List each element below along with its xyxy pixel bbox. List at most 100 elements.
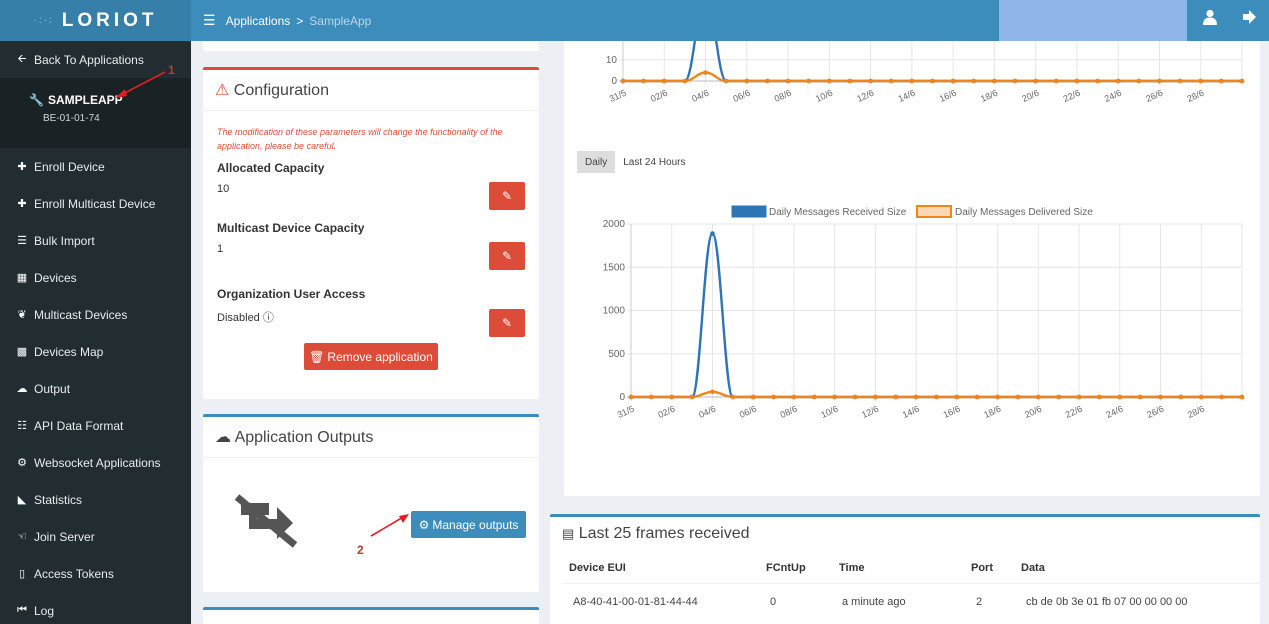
sidebar-back-to-applications[interactable]: 🡨 Back To Applications bbox=[0, 41, 191, 78]
column-header-fcntup[interactable]: FCntUp bbox=[766, 562, 806, 574]
data-point-1[interactable] bbox=[1117, 394, 1123, 400]
data-point-1[interactable] bbox=[628, 394, 634, 400]
data-point-1[interactable] bbox=[1036, 394, 1041, 400]
sidebar-app-block[interactable]: 🔧 SAMPLEAPP BE-01-01-74 bbox=[0, 78, 191, 148]
data-point-1[interactable] bbox=[1198, 394, 1204, 400]
data-point-1[interactable] bbox=[1219, 78, 1224, 84]
data-point-1[interactable] bbox=[1076, 394, 1082, 400]
data-point-1[interactable] bbox=[992, 78, 997, 84]
column-header-time[interactable]: Time bbox=[839, 562, 865, 574]
data-point-1[interactable] bbox=[620, 78, 626, 84]
edit-org-user-access-button[interactable]: ✎ bbox=[489, 309, 525, 337]
data-point-1[interactable] bbox=[785, 78, 791, 84]
data-point-1[interactable] bbox=[995, 394, 1000, 400]
data-point-1[interactable] bbox=[689, 394, 695, 400]
data-point-1[interactable] bbox=[827, 78, 832, 84]
loriot-logo[interactable]: ·:·: LORIOT bbox=[0, 0, 191, 41]
data-point-1[interactable] bbox=[1095, 78, 1100, 84]
data-point-1[interactable] bbox=[852, 394, 858, 400]
data-point-1[interactable] bbox=[1178, 394, 1184, 400]
legend-swatch-received[interactable] bbox=[731, 205, 767, 218]
data-point-1[interactable] bbox=[847, 78, 853, 84]
data-point-1[interactable] bbox=[1074, 78, 1080, 84]
data-point-1[interactable] bbox=[893, 394, 899, 400]
data-point-1[interactable] bbox=[888, 78, 894, 84]
data-point-1[interactable] bbox=[930, 78, 935, 84]
data-point-1[interactable] bbox=[1219, 394, 1224, 400]
data-point-1[interactable] bbox=[971, 78, 977, 84]
user-icon[interactable] bbox=[1203, 9, 1217, 30]
sidebar-item-bulk-import[interactable]: ☰ Bulk Import bbox=[0, 222, 191, 259]
edit-allocated-capacity-button[interactable]: ✎ bbox=[489, 182, 525, 210]
manage-outputs-button[interactable]: ⚙ Manage outputs bbox=[411, 511, 526, 538]
data-point-1[interactable] bbox=[1136, 78, 1142, 84]
data-point-1[interactable] bbox=[812, 394, 817, 400]
column-header-data[interactable]: Data bbox=[1021, 562, 1045, 574]
data-point-1[interactable] bbox=[806, 78, 811, 84]
tab-daily[interactable]: Daily bbox=[577, 151, 616, 173]
logout-icon[interactable] bbox=[1241, 9, 1257, 30]
breadcrumb-applications[interactable]: Applications bbox=[225, 13, 291, 28]
menu-toggle-icon[interactable]: ☰ bbox=[203, 12, 216, 28]
data-point-1[interactable] bbox=[649, 394, 654, 400]
data-point-1[interactable] bbox=[974, 394, 980, 400]
data-point-1[interactable] bbox=[750, 394, 756, 400]
data-point-1[interactable] bbox=[1198, 78, 1204, 84]
data-point-1[interactable] bbox=[1097, 394, 1102, 400]
data-point-1[interactable] bbox=[682, 78, 688, 84]
column-header-device-eui[interactable]: Device EUI bbox=[569, 562, 626, 574]
sidebar-item-websocket-applications[interactable]: ⚙ Websocket Applications bbox=[0, 444, 191, 481]
data-point-1[interactable] bbox=[669, 394, 675, 400]
data-point-1[interactable] bbox=[641, 78, 646, 84]
tab-last-24-hours[interactable]: Last 24 Hours bbox=[623, 156, 686, 168]
info-circle-icon[interactable]: ⓘ bbox=[262, 312, 274, 324]
data-point-1[interactable] bbox=[791, 394, 797, 400]
sidebar-item-devices-map[interactable]: ▩ Devices Map bbox=[0, 333, 191, 370]
sidebar-item-api-data-format[interactable]: ☷ API Data Format bbox=[0, 407, 191, 444]
sidebar-item-statistics[interactable]: ◣ Statistics bbox=[0, 481, 191, 518]
legend-swatch-delivered[interactable] bbox=[916, 205, 952, 218]
sidebar-item-log[interactable]: ⏮ Log bbox=[0, 592, 191, 624]
sidebar-item-enroll-device[interactable]: ✚ Enroll Device bbox=[0, 148, 191, 185]
data-point-1[interactable] bbox=[1239, 394, 1245, 400]
data-point-1[interactable] bbox=[1012, 78, 1018, 84]
multicast-capacity-label: Multicast Device Capacity bbox=[217, 221, 365, 235]
sidebar-item-output[interactable]: ☁ Output bbox=[0, 370, 191, 407]
data-point-1[interactable] bbox=[1239, 78, 1245, 84]
data-point-1[interactable] bbox=[1015, 394, 1021, 400]
data-point-1[interactable] bbox=[868, 78, 873, 84]
data-point-1[interactable] bbox=[703, 70, 708, 75]
data-point-1[interactable] bbox=[1115, 78, 1121, 84]
data-point-0[interactable] bbox=[710, 231, 715, 236]
data-point-1[interactable] bbox=[1033, 78, 1038, 84]
sidebar-item-join-server[interactable]: ☜ Join Server bbox=[0, 518, 191, 555]
data-point-1[interactable] bbox=[730, 394, 736, 400]
data-point-1[interactable] bbox=[1157, 78, 1162, 84]
data-point-1[interactable] bbox=[723, 78, 729, 84]
data-point-1[interactable] bbox=[909, 78, 915, 84]
data-point-1[interactable] bbox=[1054, 78, 1059, 84]
edit-multicast-capacity-button[interactable]: ✎ bbox=[489, 242, 525, 270]
column-header-port[interactable]: Port bbox=[971, 562, 993, 574]
data-point-1[interactable] bbox=[710, 389, 715, 395]
data-point-1[interactable] bbox=[771, 394, 776, 400]
data-point-1[interactable] bbox=[1137, 394, 1143, 400]
data-point-1[interactable] bbox=[661, 78, 667, 84]
sidebar-item-access-tokens[interactable]: ▯ Access Tokens bbox=[0, 555, 191, 592]
data-point-1[interactable] bbox=[954, 394, 960, 400]
data-point-1[interactable] bbox=[832, 394, 837, 400]
data-point-1[interactable] bbox=[934, 394, 939, 400]
data-point-1[interactable] bbox=[1177, 78, 1183, 84]
sidebar-item-devices[interactable]: ▦ Devices bbox=[0, 259, 191, 296]
data-point-1[interactable] bbox=[913, 394, 919, 400]
sidebar-item-enroll-multicast-device[interactable]: ✚ Enroll Multicast Device bbox=[0, 185, 191, 222]
data-point-1[interactable] bbox=[873, 394, 878, 400]
data-point-1[interactable] bbox=[744, 78, 750, 84]
data-point-1[interactable] bbox=[1056, 394, 1061, 400]
sidebar-item-multicast-devices[interactable]: ❦ Multicast Devices bbox=[0, 296, 191, 333]
remove-application-button[interactable]: 🗑 Remove application bbox=[304, 343, 438, 370]
data-point-1[interactable] bbox=[1158, 394, 1163, 400]
data-point-1[interactable] bbox=[765, 78, 770, 84]
table-row[interactable]: A8-40-41-00-01-81-44-44 0 a minute ago 2… bbox=[563, 583, 1260, 619]
data-point-1[interactable] bbox=[950, 78, 956, 84]
